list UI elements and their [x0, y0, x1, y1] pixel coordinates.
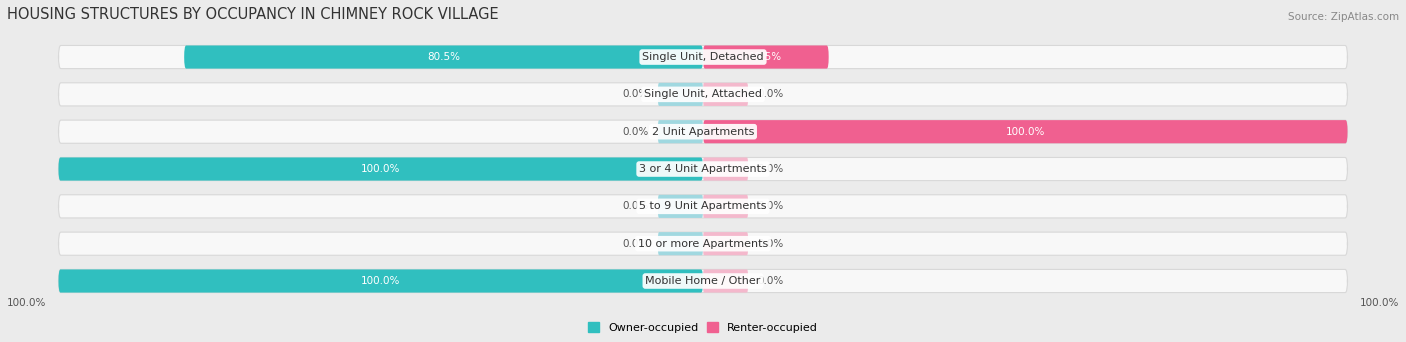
FancyBboxPatch shape	[59, 83, 1347, 106]
FancyBboxPatch shape	[703, 195, 748, 218]
Text: 100.0%: 100.0%	[1360, 299, 1399, 308]
Text: 100.0%: 100.0%	[7, 299, 46, 308]
Text: 0.0%: 0.0%	[621, 89, 648, 100]
FancyBboxPatch shape	[703, 120, 1347, 143]
FancyBboxPatch shape	[59, 45, 1347, 69]
Text: 100.0%: 100.0%	[361, 164, 401, 174]
Text: 10 or more Apartments: 10 or more Apartments	[638, 239, 768, 249]
FancyBboxPatch shape	[59, 157, 703, 181]
Text: 0.0%: 0.0%	[758, 201, 785, 211]
FancyBboxPatch shape	[703, 45, 828, 69]
FancyBboxPatch shape	[658, 232, 703, 255]
Text: HOUSING STRUCTURES BY OCCUPANCY IN CHIMNEY ROCK VILLAGE: HOUSING STRUCTURES BY OCCUPANCY IN CHIMN…	[7, 6, 499, 22]
FancyBboxPatch shape	[658, 120, 703, 143]
Text: Single Unit, Attached: Single Unit, Attached	[644, 89, 762, 100]
FancyBboxPatch shape	[703, 269, 748, 293]
Text: 3 or 4 Unit Apartments: 3 or 4 Unit Apartments	[640, 164, 766, 174]
Text: 100.0%: 100.0%	[1005, 127, 1045, 137]
Text: 2 Unit Apartments: 2 Unit Apartments	[652, 127, 754, 137]
Text: 19.5%: 19.5%	[749, 52, 782, 62]
Text: 0.0%: 0.0%	[621, 201, 648, 211]
FancyBboxPatch shape	[59, 269, 703, 293]
Text: Single Unit, Detached: Single Unit, Detached	[643, 52, 763, 62]
FancyBboxPatch shape	[703, 232, 748, 255]
FancyBboxPatch shape	[184, 45, 703, 69]
Text: 0.0%: 0.0%	[758, 89, 785, 100]
Legend: Owner-occupied, Renter-occupied: Owner-occupied, Renter-occupied	[583, 318, 823, 337]
Text: Source: ZipAtlas.com: Source: ZipAtlas.com	[1288, 12, 1399, 22]
FancyBboxPatch shape	[703, 157, 748, 181]
Text: 0.0%: 0.0%	[621, 239, 648, 249]
Text: 0.0%: 0.0%	[758, 276, 785, 286]
Text: 0.0%: 0.0%	[621, 127, 648, 137]
Text: 80.5%: 80.5%	[427, 52, 460, 62]
Text: 0.0%: 0.0%	[758, 164, 785, 174]
FancyBboxPatch shape	[59, 195, 1347, 218]
Text: 100.0%: 100.0%	[361, 276, 401, 286]
FancyBboxPatch shape	[59, 232, 1347, 255]
Text: 0.0%: 0.0%	[758, 239, 785, 249]
FancyBboxPatch shape	[59, 120, 1347, 143]
Text: 5 to 9 Unit Apartments: 5 to 9 Unit Apartments	[640, 201, 766, 211]
FancyBboxPatch shape	[658, 83, 703, 106]
FancyBboxPatch shape	[658, 195, 703, 218]
FancyBboxPatch shape	[59, 157, 1347, 181]
FancyBboxPatch shape	[703, 83, 748, 106]
Text: Mobile Home / Other: Mobile Home / Other	[645, 276, 761, 286]
FancyBboxPatch shape	[59, 269, 1347, 293]
